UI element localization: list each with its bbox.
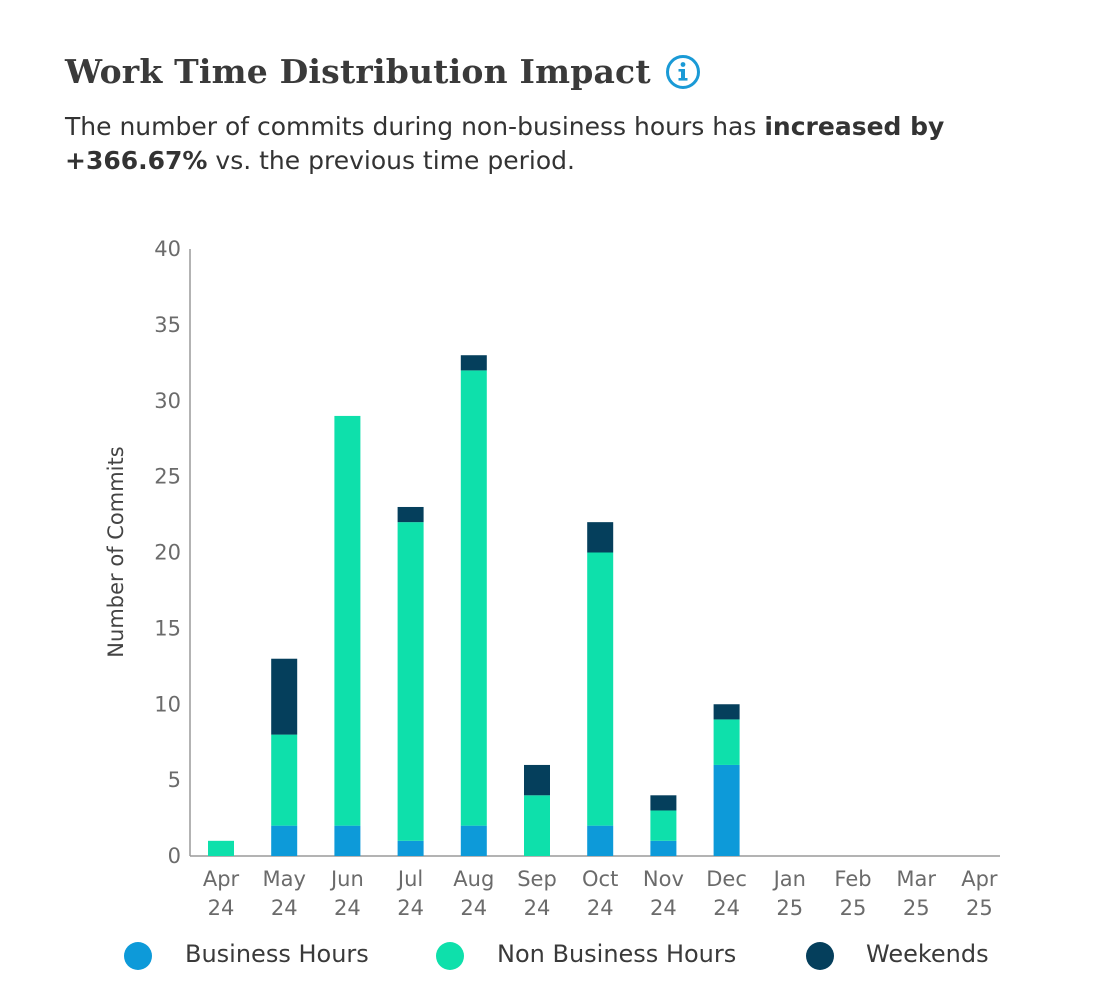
bar-weekends bbox=[650, 795, 677, 811]
title-row: Work Time Distribution Impact bbox=[65, 52, 701, 91]
x-tick-label: Oct 24 bbox=[582, 867, 618, 920]
legend-label-weekends: Weekends bbox=[866, 940, 989, 968]
summary-text: The number of commits during non-busines… bbox=[65, 110, 1025, 178]
y-tick-label: 20 bbox=[154, 541, 181, 565]
bar-business-hours bbox=[587, 825, 614, 856]
y-tick-label: 5 bbox=[168, 768, 181, 792]
legend-label-business-hours: Business Hours bbox=[185, 940, 369, 968]
x-tick-label: Sep 24 bbox=[517, 867, 557, 920]
y-tick-label: 0 bbox=[168, 844, 181, 868]
bar-business-hours bbox=[334, 825, 361, 856]
bar-non-business-hours bbox=[208, 840, 234, 856]
bar-weekends bbox=[397, 506, 424, 523]
x-tick-label: Jan 25 bbox=[772, 867, 806, 920]
legend-label-non-business-hours: Non Business Hours bbox=[497, 940, 736, 968]
bar-non-business-hours bbox=[271, 734, 298, 826]
bar-business-hours bbox=[271, 825, 298, 856]
x-tick-label: May 24 bbox=[262, 867, 305, 920]
summary-suffix: vs. the previous time period. bbox=[207, 146, 575, 175]
bar-weekends bbox=[713, 704, 740, 720]
bar-non-business-hours bbox=[334, 415, 361, 826]
bar-weekends bbox=[587, 522, 614, 553]
x-tick-label: Feb 25 bbox=[834, 867, 871, 920]
bar-non-business-hours bbox=[524, 795, 550, 856]
page-title: Work Time Distribution Impact bbox=[65, 52, 651, 91]
x-tick-label: Apr 24 bbox=[203, 867, 240, 920]
x-tick-label: Nov 24 bbox=[643, 867, 684, 920]
x-tick-label: Dec 24 bbox=[706, 867, 747, 920]
bar-weekends bbox=[271, 658, 298, 735]
bar-non-business-hours bbox=[650, 810, 677, 841]
legend-marker-weekends bbox=[806, 942, 834, 970]
bar-business-hours bbox=[650, 840, 677, 856]
bar-business-hours bbox=[397, 840, 424, 856]
x-tick-label: Jun 24 bbox=[329, 867, 364, 920]
bar-non-business-hours bbox=[460, 370, 487, 826]
x-tick-label: Apr 25 bbox=[961, 867, 998, 920]
y-tick-label: 30 bbox=[154, 389, 181, 413]
legend-marker-non-business-hours bbox=[436, 942, 464, 970]
y-tick-label: 10 bbox=[154, 692, 181, 716]
bar-business-hours bbox=[460, 825, 487, 856]
x-tick-label: Mar 25 bbox=[896, 867, 936, 920]
legend-marker-business-hours bbox=[124, 942, 152, 970]
y-tick-label: 25 bbox=[154, 465, 181, 489]
y-tick-label: 15 bbox=[154, 616, 181, 640]
x-tick-label: Aug 24 bbox=[453, 867, 494, 920]
bar-weekends bbox=[460, 355, 487, 371]
y-axis-label: Number of Commits bbox=[104, 446, 128, 657]
bar-non-business-hours bbox=[713, 719, 740, 765]
summary-bold-1: increased by bbox=[764, 112, 945, 141]
bar-weekends bbox=[524, 764, 550, 796]
x-tick-label: Jul 24 bbox=[396, 867, 424, 920]
bar-business-hours bbox=[713, 764, 740, 856]
info-icon[interactable] bbox=[665, 54, 701, 90]
bar-non-business-hours bbox=[587, 552, 614, 826]
bar-non-business-hours bbox=[397, 522, 424, 841]
y-tick-label: 35 bbox=[154, 313, 181, 337]
y-tick-label: 40 bbox=[154, 237, 181, 261]
summary-prefix: The number of commits during non-busines… bbox=[65, 112, 765, 141]
summary-bold-2: +366.67% bbox=[65, 146, 208, 175]
